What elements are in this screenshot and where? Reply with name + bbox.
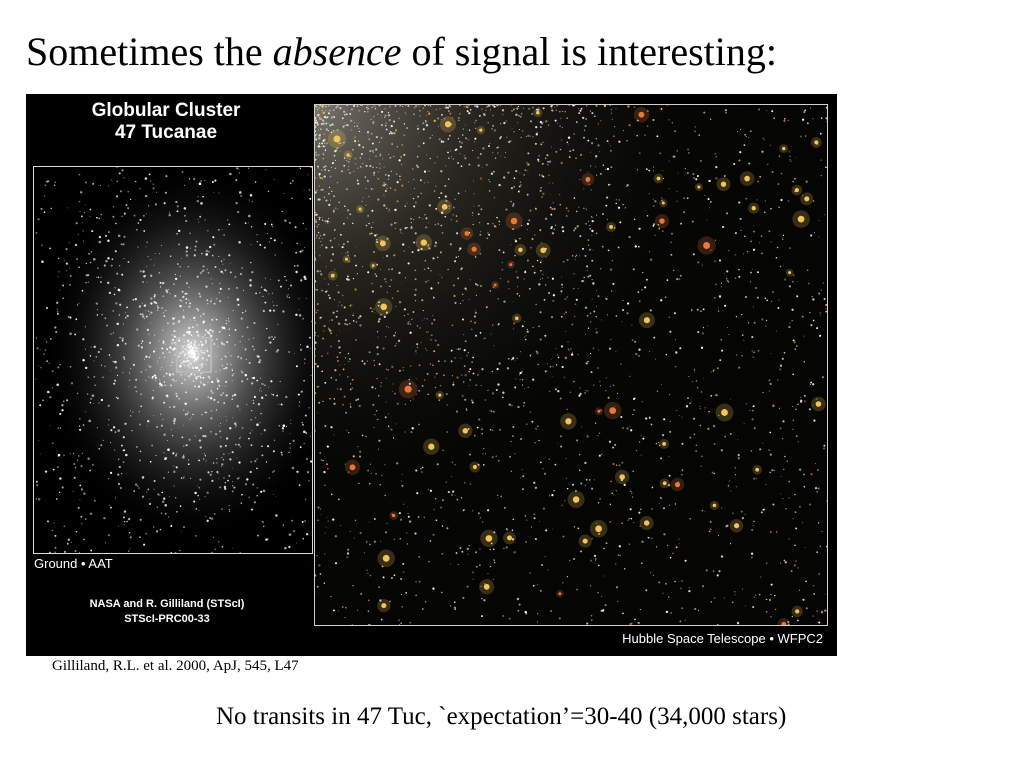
zoom-region-box [176,337,212,373]
citation: Gilliland, R.L. et al. 2000, ApJ, 545, L… [52,658,299,674]
credit-line1: NASA and R. Gilliland (STScI) [89,598,245,610]
ground-image-panel [33,166,313,554]
hubble-label: Hubble Space Telescope • WFPC2 [622,631,823,646]
ground-stars [35,167,312,553]
slide-title-prefix: Sometimes the [26,29,263,74]
slide-title-emphasis: absence [272,29,402,74]
hubble-image-panel [314,104,828,626]
hubble-star-field [315,105,827,625]
image-credit: NASA and R. Gilliland (STScI) STScI-PRC0… [56,597,278,627]
slide-title: Sometimes the absence of signal is inter… [26,28,777,76]
figure-title-line1: Globular Cluster [91,100,241,121]
ground-label: Ground • AAT [34,556,113,571]
credit-line2: STScI-PRC00-33 [124,613,210,625]
slide-title-suffix: of signal is interesting: [411,29,777,74]
figure-title-line2: 47 Tucanae [114,122,218,143]
cluster-figure: Globular Cluster 47 Tucanae Ground • AAT… [26,94,837,656]
hubble-stars [315,105,827,625]
figure-title: Globular Cluster 47 Tucanae [66,100,266,144]
ground-star-field [34,167,312,553]
conclusion-text: No transits in 47 Tuc, `expectation’=30-… [216,703,787,730]
